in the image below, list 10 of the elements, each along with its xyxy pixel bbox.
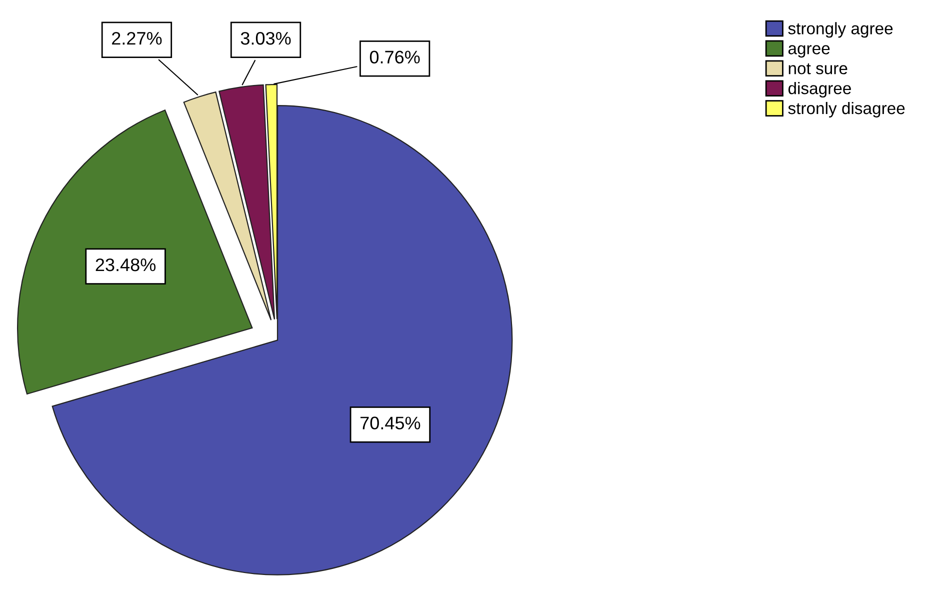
data-label: 2.27% <box>112 32 162 45</box>
data-label: 3.03% <box>240 32 291 45</box>
data-label: 70.45% <box>360 416 420 430</box>
data-label: 0.76% <box>370 50 420 64</box>
legend-label: strongly agree <box>788 22 893 38</box>
data-label: 23.48% <box>96 258 156 272</box>
legend-label: stronly disagree <box>788 102 905 118</box>
legend-label: agree <box>788 45 830 58</box>
legend-label: disagree <box>788 82 851 98</box>
legend-label: not sure <box>788 63 848 74</box>
